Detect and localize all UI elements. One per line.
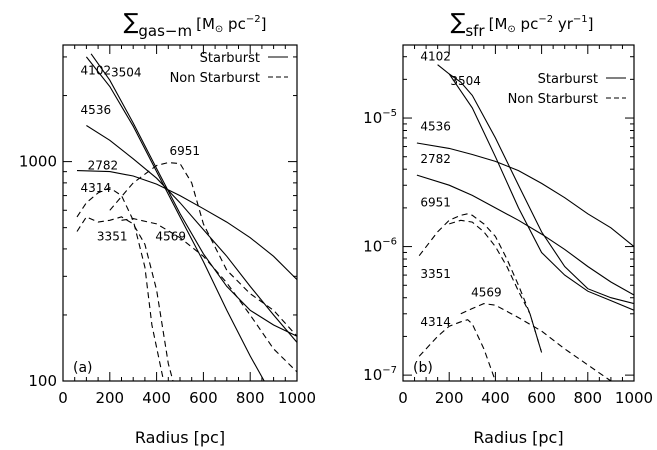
title-sigma: ∑	[124, 10, 139, 35]
series-label: 4569	[155, 230, 186, 244]
x-axis-label: Radius [pc]	[135, 428, 225, 447]
x-tick-label: 200	[435, 389, 464, 407]
title-units-yr: yr	[553, 15, 574, 33]
series-line-3504	[90, 53, 297, 337]
title-units-close: ]	[588, 15, 594, 33]
x-tick-label: 400	[142, 389, 171, 407]
y-tick-label: 1000	[19, 153, 57, 171]
y-tick-base: 10	[363, 238, 382, 256]
title-units-exponent: −2	[246, 14, 261, 25]
y-tick-exponent: −5	[382, 108, 397, 119]
y-tick-base: 10	[363, 109, 382, 127]
series-line-3351	[76, 216, 174, 381]
series-label: 6951	[169, 144, 200, 158]
x-tick-label: 800	[236, 389, 265, 407]
series-label: 3351	[97, 230, 128, 244]
panel-label: (a)	[73, 360, 93, 376]
title-sun-symbol: ⊙	[215, 24, 223, 35]
series-label: 4536	[81, 103, 112, 117]
panel-a: 0 200 400 600 800 1000 100 1000 Radius [pc] ∑gas−…	[19, 10, 316, 447]
title-units-exponent: −2	[538, 14, 553, 25]
x-axis-label: Radius [pc]	[473, 428, 563, 447]
chart-title: ∑sfr [M⊙ pc−2 yr−1]	[451, 10, 594, 40]
title-units-exponent-2: −1	[573, 14, 588, 25]
series-label: 4102	[420, 50, 451, 64]
panel-label: (b)	[413, 360, 433, 376]
legend-label: Non Starburst	[170, 71, 260, 86]
x-tick-label: 600	[189, 389, 218, 407]
series-line-4536	[416, 142, 634, 248]
x-tick-label: 0	[398, 389, 408, 407]
series-label: 4102	[81, 64, 112, 78]
legend-label: Non Starburst	[508, 92, 598, 107]
series-line-6951	[109, 162, 297, 337]
series-label: 4569	[471, 285, 502, 299]
y-tick-base: 10	[363, 366, 382, 384]
x-tick-label: 200	[95, 389, 124, 407]
series-line-4102	[85, 56, 265, 381]
series-label: 4314	[420, 315, 451, 329]
series-line-2782	[416, 174, 634, 296]
title-subscript: sfr	[465, 22, 485, 40]
title-units: [M	[196, 15, 215, 33]
y-tick-label: 10−6	[363, 237, 397, 256]
series-label: 3351	[420, 267, 451, 281]
y-tick-label: 10−7	[363, 365, 397, 384]
series-line-3504	[448, 73, 634, 305]
series-line-4569	[121, 218, 297, 373]
series-label: 6951	[420, 196, 451, 210]
series-line-4314	[418, 319, 496, 381]
series-label: 2782	[88, 158, 119, 172]
legend-label: Starburst	[200, 51, 260, 66]
series-label: 4536	[420, 119, 451, 133]
y-tick-label: 10−5	[363, 108, 397, 127]
title-units-pc: pc	[516, 15, 539, 33]
series-label: 4314	[81, 181, 112, 195]
series-line-3351	[449, 219, 543, 353]
y-tick-label: 100	[28, 372, 57, 390]
series-line-4314	[76, 187, 165, 381]
y-tick-exponent: −6	[382, 237, 397, 248]
title-units: [M	[489, 15, 508, 33]
x-tick-label: 800	[573, 389, 602, 407]
title-subscript: gas−m	[138, 22, 192, 40]
title-sigma: ∑	[451, 10, 466, 35]
x-tick-label: 400	[481, 389, 510, 407]
series-line-6951	[418, 213, 543, 353]
series-line-4536	[86, 125, 297, 343]
x-tick-label: 1000	[278, 389, 316, 407]
chart-title: ∑gas−m [M⊙ pc−2]	[124, 10, 267, 40]
y-tick-exponent: −7	[382, 365, 397, 376]
legend-label: Starburst	[538, 72, 598, 87]
title-units-close: ]	[261, 15, 267, 33]
x-tick-label: 600	[527, 389, 556, 407]
series-label: 2782	[420, 152, 451, 166]
x-tick-label: 1000	[615, 389, 653, 407]
series-line-4102	[437, 64, 634, 311]
series-label: 3504	[450, 74, 481, 88]
x-tick-label: 0	[58, 389, 68, 407]
title-sun-symbol: ⊙	[507, 24, 515, 35]
series-label: 3504	[111, 65, 142, 79]
series-line-2782	[76, 170, 297, 280]
series-line-4569	[460, 303, 612, 381]
title-units-pc: pc	[223, 15, 246, 33]
